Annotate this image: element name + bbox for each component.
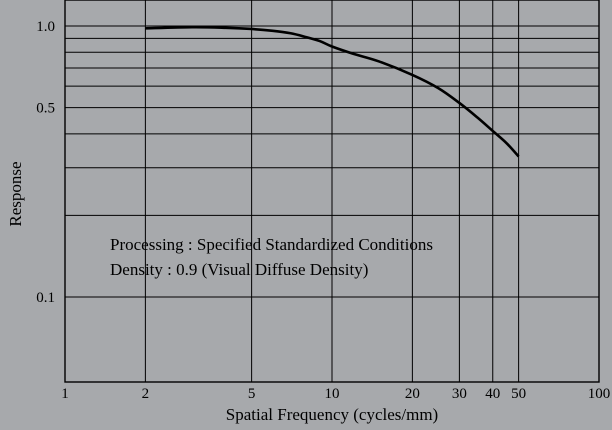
- y-tick-label: 1.0: [36, 19, 55, 35]
- x-tick-labels: 1 2 5 10 20 30 40 50 100: [61, 386, 610, 402]
- y-tick-label: 0.1: [36, 290, 55, 306]
- x-tick-label: 10: [325, 386, 340, 402]
- x-tick-label: 50: [511, 386, 526, 402]
- x-tick-label: 30: [452, 386, 467, 402]
- x-tick-label: 2: [142, 386, 150, 402]
- x-tick-label: 100: [588, 386, 611, 402]
- annotation-density: Density : 0.9 (Visual Diffuse Density): [110, 260, 368, 279]
- x-axis-title: Spatial Frequency (cycles/mm): [226, 405, 438, 424]
- x-tick-label: 20: [405, 386, 420, 402]
- y-axis-title: Response: [6, 161, 25, 226]
- y-tick-label: 0.5: [36, 101, 55, 117]
- x-tick-label: 5: [248, 386, 256, 402]
- y-tick-labels: 0.1 0.5 1.0: [36, 19, 55, 306]
- annotation-processing: Processing : Specified Standardized Cond…: [110, 235, 433, 254]
- x-tick-label: 40: [485, 386, 500, 402]
- x-tick-label: 1: [61, 386, 69, 402]
- grid-layer: [65, 0, 599, 382]
